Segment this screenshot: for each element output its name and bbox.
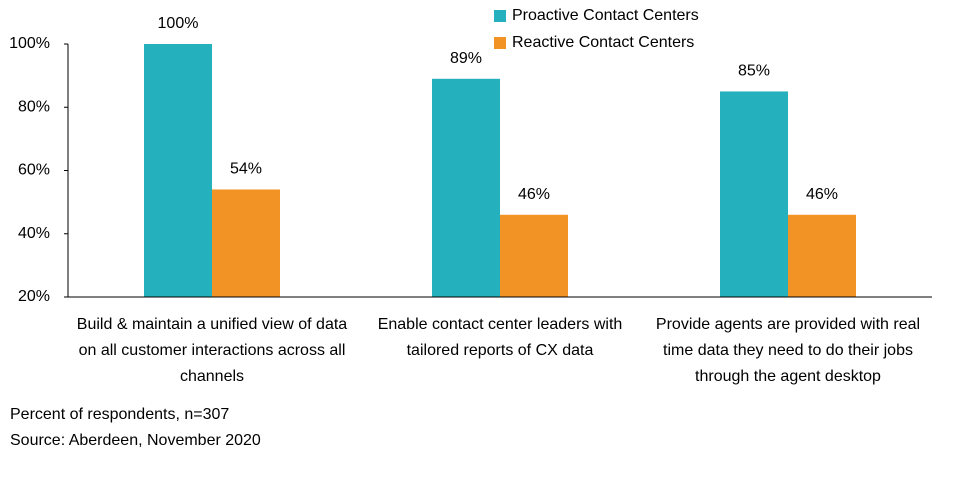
legend-swatch <box>494 10 506 22</box>
footnote: Source: Aberdeen, November 2020 <box>10 432 261 449</box>
data-label: 46% <box>518 186 550 203</box>
bar <box>788 214 856 297</box>
bar <box>500 214 568 297</box>
bar <box>432 78 500 297</box>
footnote: Percent of respondents, n=307 <box>10 406 230 423</box>
y-tick-label: 20% <box>18 288 50 305</box>
data-label: 54% <box>230 161 262 178</box>
legend-label: Proactive Contact Centers <box>512 7 699 24</box>
y-tick-label: 60% <box>18 162 50 179</box>
data-label: 46% <box>806 186 838 203</box>
data-label: 89% <box>450 50 482 67</box>
bar <box>212 189 280 297</box>
x-tick-label: Enable contact center leaders with tailo… <box>377 316 623 359</box>
bar <box>720 91 788 297</box>
x-tick-label: Provide agents are provided with real ti… <box>655 316 921 385</box>
y-tick-label: 80% <box>18 98 50 115</box>
y-tick-label: 40% <box>18 225 50 242</box>
data-label: 85% <box>738 63 770 80</box>
legend-label: Reactive Contact Centers <box>512 34 694 51</box>
legend-swatch <box>494 37 506 49</box>
bar <box>144 44 212 297</box>
data-label: 100% <box>158 15 199 32</box>
y-tick-label: 100% <box>9 35 50 52</box>
x-tick-label: Build & maintain a unified view of data … <box>76 316 348 385</box>
